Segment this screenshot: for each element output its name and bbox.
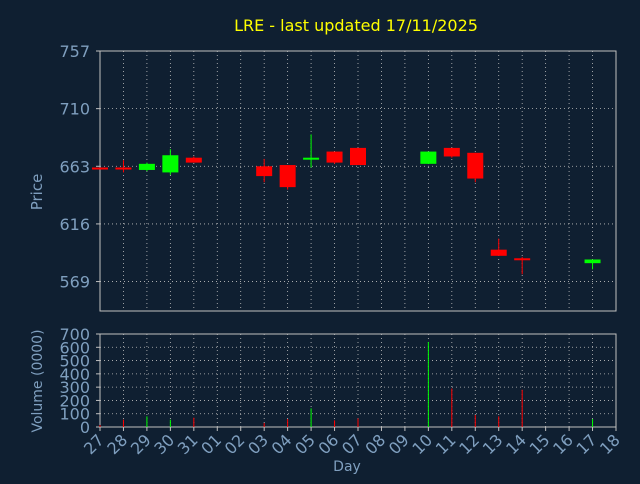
candle-down (92, 167, 108, 170)
candle-up (420, 151, 437, 164)
price-tick-label: 569 (59, 273, 90, 292)
volume-tick-label: 400 (59, 365, 90, 384)
volume-tick-label: 500 (59, 352, 90, 371)
price-tick-label: 710 (59, 100, 90, 119)
volume-tick-label: 700 (59, 325, 90, 344)
chart-title: LRE - last updated 17/11/2025 (234, 16, 478, 35)
candle-down (326, 151, 343, 163)
price-axis-label: Price (28, 174, 46, 211)
volume-axis-label: Volume (0000) (30, 329, 46, 432)
candle-up (138, 163, 155, 170)
volume-tick-label: 300 (59, 378, 90, 397)
candle-down (350, 147, 366, 166)
price-tick-label: 616 (59, 215, 90, 234)
candle-down (115, 167, 132, 170)
candle-down (279, 165, 296, 188)
volume-panel-frame (99, 333, 617, 428)
candle-down (256, 166, 273, 177)
candle-up (303, 157, 320, 160)
price-tick-label: 757 (59, 42, 90, 61)
candle-down (443, 147, 460, 157)
candle-down (514, 258, 531, 261)
x-axis-label: Day (333, 459, 361, 475)
price-tick-label: 663 (59, 157, 90, 176)
x-tick-label: 18 (596, 430, 624, 458)
volume-tick-label: 0 (80, 418, 90, 437)
volume-tick-label: 600 (59, 338, 90, 357)
candle-up (162, 155, 179, 173)
candle-down (185, 157, 202, 163)
volume-tick-label: 200 (59, 391, 90, 410)
volume-tick-label: 100 (59, 405, 90, 424)
candle-up (584, 259, 601, 264)
candle-down (467, 152, 484, 179)
candle-down (490, 249, 507, 256)
